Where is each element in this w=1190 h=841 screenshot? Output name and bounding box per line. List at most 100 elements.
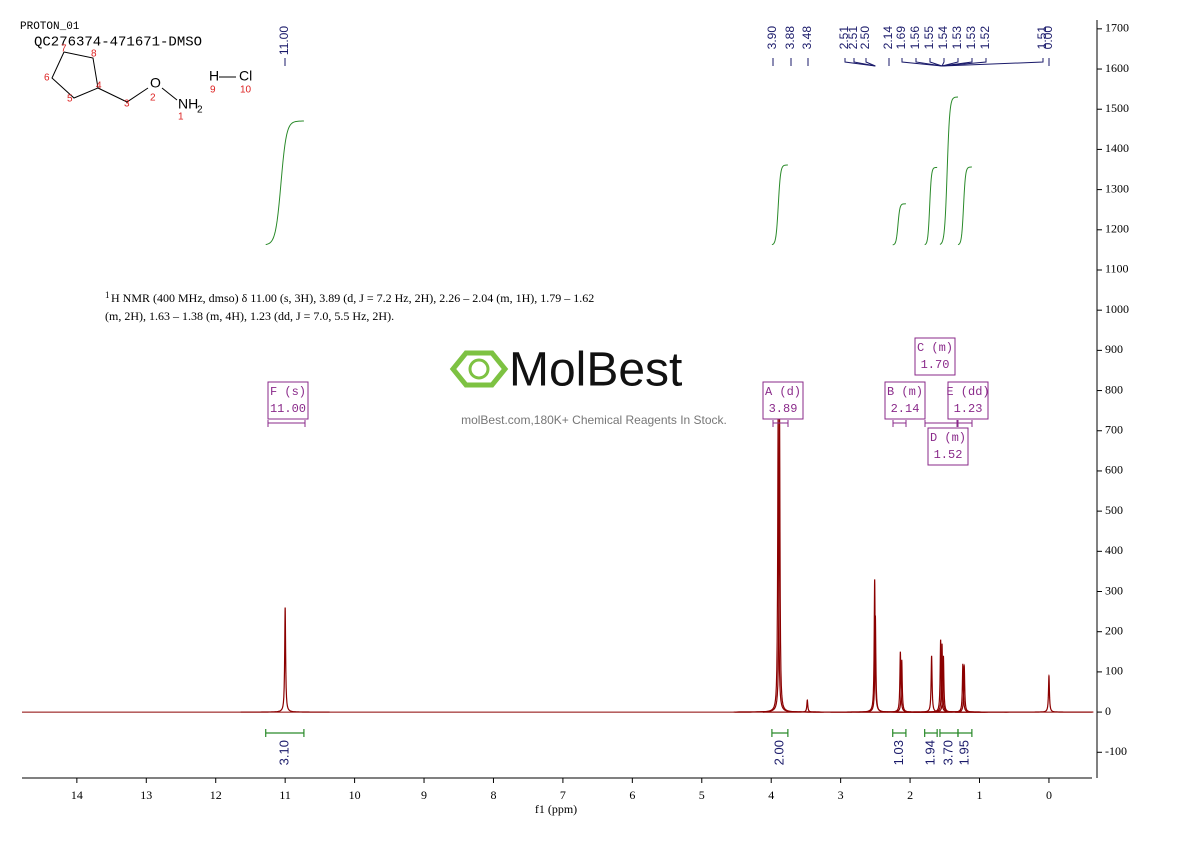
integral-label: 2.00	[771, 740, 786, 765]
multiplet-label: B (m)	[887, 385, 923, 399]
peak-connector	[941, 58, 959, 67]
atom-number: 1	[178, 112, 184, 123]
peak-label: 11.00	[277, 26, 291, 55]
y-tick-label: 1200	[1105, 222, 1129, 236]
multiplet-box	[267, 381, 309, 420]
x-tick-label: 8	[490, 788, 496, 802]
multiplet-range	[772, 420, 789, 427]
atom-number: 9	[210, 85, 216, 96]
x-tick-label: 2	[907, 788, 913, 802]
peak-label: 1.52	[978, 26, 992, 50]
multiplet-box	[884, 381, 926, 420]
integral-label: 3.70	[940, 740, 955, 765]
x-tick-label: 5	[699, 788, 705, 802]
bond	[97, 87, 149, 103]
description-sup: 1	[105, 290, 110, 300]
x-tick-label: 1	[977, 788, 983, 802]
atom-number: 4	[96, 81, 102, 92]
peak	[830, 615, 920, 713]
peak-label: 0.00	[1041, 26, 1055, 50]
y-tick-label: 1700	[1105, 21, 1129, 35]
integral-curve	[771, 164, 788, 246]
peak	[1004, 674, 1094, 713]
multiplet-shift: 11.00	[270, 402, 306, 416]
x-axis-label: f1 (ppm)	[535, 802, 577, 816]
peak-label: 1.51	[1035, 26, 1049, 50]
peak-connector	[941, 58, 945, 67]
integral-curve	[957, 166, 972, 246]
x-tick-label: 4	[768, 788, 774, 802]
integral-bracket	[957, 729, 973, 737]
y-tick-label: 1100	[1105, 262, 1129, 276]
multiplet-box	[762, 381, 804, 420]
multiplet-label: D (m)	[930, 431, 966, 445]
peak-connector	[929, 58, 943, 67]
watermark-logo	[449, 350, 509, 388]
integral-label: 1.03	[891, 740, 906, 765]
watermark-brand: MolBest	[509, 344, 682, 397]
atom-number: 8	[91, 49, 97, 60]
y-tick-label: 0	[1105, 704, 1111, 718]
integral-curve	[939, 96, 959, 245]
atom-label: Cl	[239, 68, 252, 84]
peak-label: 3.90	[765, 26, 779, 50]
y-tick-label: -100	[1105, 744, 1127, 758]
multiplet-shift: 1.23	[954, 402, 983, 416]
y-tick-label: 1000	[1105, 302, 1129, 316]
y-tick-label: 500	[1105, 503, 1123, 517]
atom-label: O	[150, 75, 161, 91]
y-tick-label: 1400	[1105, 141, 1129, 155]
peak-label: 2.51	[846, 26, 860, 50]
logo-ring	[468, 358, 490, 380]
y-tick-label: 800	[1105, 382, 1123, 396]
peak-connector	[915, 58, 943, 67]
experiment-name: PROTON_01	[20, 21, 80, 33]
integral-bracket	[265, 729, 305, 737]
y-tick-label: 1600	[1105, 61, 1129, 75]
integral-label: 1.94	[922, 740, 937, 765]
multiplet-box	[927, 427, 969, 466]
y-tick-label: 700	[1105, 423, 1123, 437]
integral-label: 1.95	[956, 740, 971, 765]
y-tick-label: 300	[1105, 583, 1123, 597]
integral-label: 3.10	[276, 740, 291, 765]
multiplet-shift: 3.89	[769, 402, 798, 416]
atom-number: 3	[124, 99, 130, 110]
x-tick-label: 0	[1046, 788, 1052, 802]
peak-connector	[941, 58, 1044, 67]
multiplet-label: C (m)	[917, 341, 953, 355]
atom-subscript: 2	[197, 105, 203, 116]
x-tick-label: 14	[71, 788, 83, 802]
x-tick-label: 7	[560, 788, 566, 802]
peak-label: 1.55	[922, 26, 936, 50]
peak-label: 1.54	[936, 26, 950, 50]
integral-bracket	[924, 729, 938, 737]
bond	[161, 87, 178, 101]
sample-name: QC276374-471671-DMSO	[34, 35, 202, 51]
multiplet-shift: 2.14	[891, 402, 920, 416]
peak-label: 3.88	[783, 26, 797, 50]
y-tick-label: 100	[1105, 664, 1123, 678]
atom-number: 2	[150, 93, 156, 104]
x-tick-label: 6	[629, 788, 635, 802]
multiplet-range	[892, 420, 907, 427]
ring	[51, 51, 99, 99]
multiplet-label: A (d)	[765, 385, 801, 399]
x-tick-label: 3	[838, 788, 844, 802]
integral-curve	[892, 203, 906, 246]
structure	[51, 51, 236, 103]
atom-number: 6	[44, 73, 50, 84]
peak-label: 1.53	[964, 26, 978, 50]
y-tick-label: 1300	[1105, 181, 1129, 195]
peak-label: 3.48	[800, 26, 814, 50]
peak-connector	[865, 58, 876, 67]
integral-bracket	[771, 729, 789, 737]
y-tick-label: 1500	[1105, 101, 1129, 115]
integral-curve	[924, 166, 938, 246]
multiplet-shift: 1.52	[934, 448, 963, 462]
x-tick-label: 11	[279, 788, 291, 802]
peak-label: 2.50	[858, 26, 872, 50]
multiplet-range	[267, 420, 306, 427]
multiplet-box	[947, 381, 989, 420]
